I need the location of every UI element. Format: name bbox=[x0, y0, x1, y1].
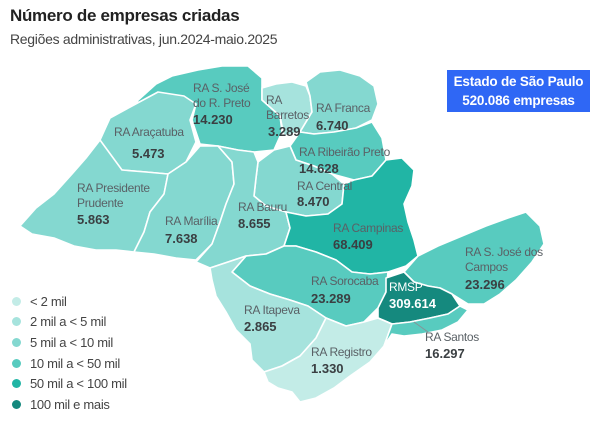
region-name-barretos: RA bbox=[266, 93, 282, 107]
region-name-franca: RA Franca bbox=[316, 101, 371, 115]
region-name-sorocaba: RA Sorocaba bbox=[311, 274, 379, 288]
region-name-bauru: RA Bauru bbox=[238, 200, 287, 214]
legend-label: 10 mil a < 50 mil bbox=[30, 355, 120, 371]
map-title: Número de empresas criadas bbox=[10, 6, 240, 25]
legend-label: < 2 mil bbox=[30, 293, 67, 309]
state-name: Estado de São Paulo bbox=[453, 74, 584, 89]
region-value-marilia: 7.638 bbox=[165, 231, 198, 246]
region-value-bauru: 8.655 bbox=[238, 216, 271, 231]
region-value-central: 8.470 bbox=[297, 194, 330, 209]
region-value-prudente: 5.863 bbox=[77, 212, 110, 227]
legend-label: 2 mil a < 5 mil bbox=[30, 314, 107, 330]
legend-dot-icon bbox=[12, 337, 21, 347]
region-name-central: RA Central bbox=[297, 179, 352, 193]
region-name-sjcampos: RA S. José dos bbox=[465, 245, 543, 259]
region-name-ribeirao: RA Ribeirão Preto bbox=[299, 145, 391, 159]
legend-label: 5 mil a < 10 mil bbox=[30, 334, 113, 350]
legend-item: 2 mil a < 5 mil bbox=[12, 312, 127, 333]
region-value-franca: 6.740 bbox=[316, 118, 349, 133]
region-name-sjcampos: Campos bbox=[465, 260, 508, 274]
region-santos bbox=[377, 305, 469, 347]
state-total: 520.086 empresas bbox=[462, 93, 575, 108]
legend-dot-icon bbox=[12, 379, 21, 389]
region-value-sjcampos: 23.296 bbox=[465, 277, 505, 292]
region-name-sjrp: do R. Preto bbox=[193, 96, 251, 110]
legend-item: 5 mil a < 10 mil bbox=[12, 332, 127, 353]
state-total-box: Estado de São Paulo 520.086 empresas bbox=[447, 70, 590, 112]
legend-dot-icon bbox=[12, 317, 21, 327]
legend-label: 100 mil e mais bbox=[30, 396, 110, 412]
region-value-registro: 1.330 bbox=[311, 361, 344, 376]
region-value-rmsp: 309.614 bbox=[389, 296, 437, 311]
region-name-barretos: Barretos bbox=[266, 108, 309, 122]
santos-leader-line bbox=[413, 321, 429, 333]
region-name-marilia: RA Marília bbox=[165, 214, 218, 228]
region-value-campinas: 68.409 bbox=[333, 237, 373, 252]
region-name-itapeva: RA Itapeva bbox=[244, 303, 300, 317]
region-name-campinas: RA Campinas bbox=[333, 221, 403, 235]
region-franca bbox=[299, 69, 379, 135]
legend-item: 100 mil e mais bbox=[12, 394, 127, 415]
region-name-rmsp: RMSP bbox=[389, 280, 423, 294]
legend-item: < 2 mil bbox=[12, 291, 127, 312]
region-name-prudente: RA Presidente bbox=[77, 181, 150, 195]
region-name-santos: RA Santos bbox=[425, 330, 479, 344]
region-name-aracatuba: RA Araçatuba bbox=[114, 125, 184, 139]
region-value-barretos: 3.289 bbox=[268, 124, 301, 139]
region-value-santos: 16.297 bbox=[425, 346, 465, 361]
map-subtitle: Regiões administrativas, jun.2024-maio.2… bbox=[10, 31, 278, 47]
legend-item: 10 mil a < 50 mil bbox=[12, 353, 127, 374]
region-name-prudente: Prudente bbox=[77, 196, 124, 210]
region-value-sorocaba: 23.289 bbox=[311, 291, 351, 306]
region-value-itapeva: 2.865 bbox=[244, 319, 277, 334]
region-name-sjrp: RA S. José bbox=[193, 81, 250, 95]
legend-item: 50 mil a < 100 mil bbox=[12, 373, 127, 394]
legend-dot-icon bbox=[12, 399, 21, 409]
region-value-aracatuba: 5.473 bbox=[132, 146, 165, 161]
legend-dot-icon bbox=[12, 358, 21, 368]
region-value-ribeirao: 14.628 bbox=[299, 161, 339, 176]
region-name-registro: RA Registro bbox=[311, 345, 372, 359]
region-value-sjrp: 14.230 bbox=[193, 112, 233, 127]
legend: < 2 mil 2 mil a < 5 mil 5 mil a < 10 mil 10… bbox=[12, 291, 127, 415]
legend-label: 50 mil a < 100 mil bbox=[30, 376, 127, 392]
legend-dot-icon bbox=[12, 296, 21, 306]
